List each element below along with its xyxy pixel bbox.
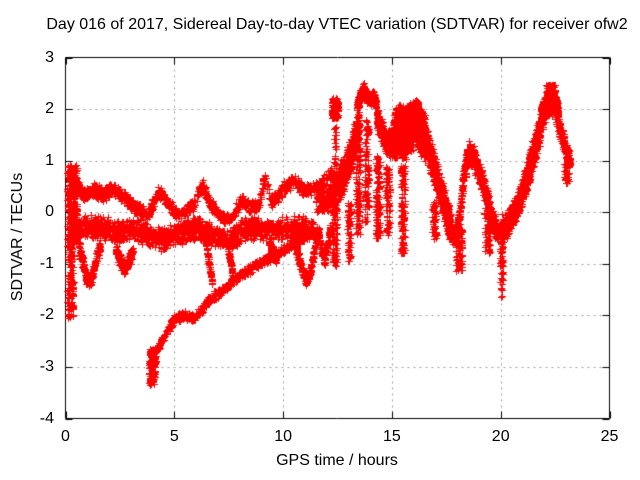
y-tick-label-0: 0 — [45, 203, 54, 221]
y-tick-label-2: 2 — [45, 100, 54, 118]
y-tick-label--4: -4 — [39, 409, 54, 427]
x-tick-label-5: 5 — [169, 428, 179, 445]
y-tick-label-1: 1 — [45, 151, 54, 169]
x-tick-label-25: 25 — [600, 428, 619, 445]
y-tick-labels: -4 -3 -2 -1 0 1 2 3 — [0, 0, 56, 480]
y-tick-label-3: 3 — [45, 48, 54, 66]
x-tick-label-20: 20 — [491, 428, 510, 445]
y-tick-label--1: -1 — [39, 254, 54, 272]
x-tick-label-0: 0 — [61, 428, 70, 445]
chart-title: Day 016 of 2017, Sidereal Day-to-day VTE… — [46, 16, 628, 33]
x-axis-label: GPS time / hours — [276, 452, 398, 469]
x-tick-label-10: 10 — [274, 428, 292, 445]
y-tick-label--3: -3 — [39, 357, 54, 375]
x-tick-label-15: 15 — [382, 428, 401, 445]
x-tick-labels: 0 5 10 15 20 25 — [0, 428, 640, 446]
y-tick-label--2: -2 — [39, 306, 54, 324]
